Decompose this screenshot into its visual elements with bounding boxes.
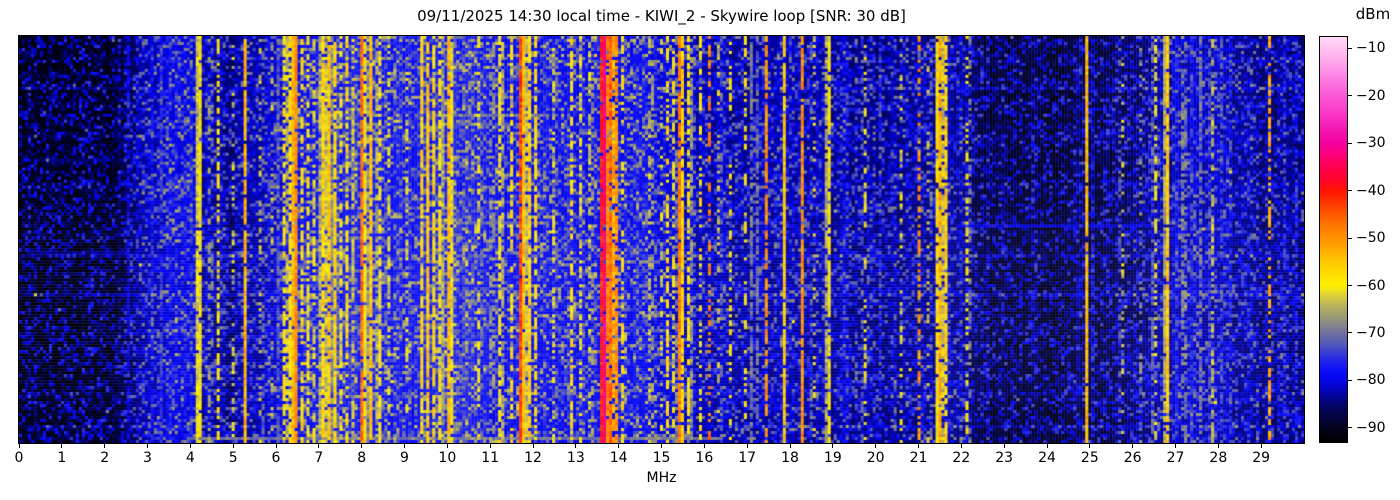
colorbar-tick-label: −90 [1356, 419, 1386, 436]
x-axis-tick-mark [232, 443, 234, 448]
colorbar-tick-label: −70 [1356, 324, 1386, 341]
x-axis-tick-mark [832, 443, 834, 448]
colorbar [1319, 36, 1348, 443]
x-axis-tick-mark [1089, 443, 1091, 448]
x-axis-tick-mark [446, 443, 448, 448]
x-axis-tick-label: 0 [14, 450, 24, 466]
colorbar-tick-mark [1348, 142, 1352, 144]
x-axis-tick-mark [746, 443, 748, 448]
colorbar-tick-mark [1348, 332, 1352, 334]
x-axis-tick-label: 26 [1123, 450, 1142, 466]
x-axis-tick-label: 29 [1252, 450, 1271, 466]
x-axis-tick-label: 19 [823, 450, 842, 466]
x-axis-tick-mark [960, 443, 962, 448]
x-axis-tick-mark [318, 443, 320, 448]
colorbar-tick-mark [1348, 190, 1352, 192]
x-axis-tick-label: 25 [1080, 450, 1099, 466]
x-axis-tick-label: 6 [271, 450, 281, 466]
x-axis-tick-label: 4 [185, 450, 195, 466]
x-axis-tick-label: 28 [1209, 450, 1228, 466]
colorbar-tick-mark [1348, 427, 1352, 429]
x-axis-tick-label: 23 [995, 450, 1014, 466]
x-axis-tick-mark [18, 443, 20, 448]
x-axis-tick-mark [361, 443, 363, 448]
x-axis-tick-mark [489, 443, 491, 448]
x-axis-tick-label: 27 [1166, 450, 1185, 466]
x-axis-tick-label: 11 [481, 450, 500, 466]
chart-title: 09/11/2025 14:30 local time - KIWI_2 - S… [417, 7, 906, 25]
x-axis-tick-mark [575, 443, 577, 448]
colorbar-tick-label: −50 [1356, 230, 1386, 247]
x-axis-tick-label: 24 [1038, 450, 1056, 466]
x-axis-tick-mark [618, 443, 620, 448]
x-axis-tick-mark [875, 443, 877, 448]
colorbar-tick-label: −30 [1356, 135, 1386, 152]
waterfall-plot-area [18, 35, 1305, 444]
colorbar-tick-mark [1348, 95, 1352, 97]
colorbar-unit-label: dBm [1355, 5, 1391, 23]
x-axis-tick-label: 14 [609, 450, 628, 466]
x-axis-tick-label: 18 [781, 450, 799, 466]
colorbar-gradient [1320, 37, 1347, 442]
x-axis-tick-label: 10 [438, 450, 457, 466]
x-axis-tick-mark [189, 443, 191, 448]
x-axis-tick-label: 12 [524, 450, 542, 466]
colorbar-tick-mark [1348, 47, 1352, 49]
x-axis-tick-label: 17 [738, 450, 757, 466]
x-axis-tick-mark [104, 443, 106, 448]
x-axis-tick-label: 13 [566, 450, 585, 466]
x-axis-tick-label: 7 [314, 450, 324, 466]
x-axis-tick-mark [918, 443, 919, 448]
colorbar-tick-mark [1348, 379, 1352, 381]
x-axis-tick-label: 2 [100, 450, 110, 466]
x-axis-tick-label: 8 [357, 450, 367, 466]
x-axis-tick-label: 9 [400, 450, 409, 466]
x-axis-tick-mark [1132, 443, 1134, 448]
colorbar-tick-label: −60 [1356, 277, 1386, 294]
x-axis-tick-label: 1 [57, 450, 67, 466]
x-axis-tick-mark [532, 443, 534, 448]
x-axis-label: MHz [646, 470, 677, 486]
colorbar-tick-label: −80 [1356, 372, 1386, 389]
x-axis-tick-label: 16 [695, 450, 714, 466]
x-axis-tick-label: 20 [866, 450, 885, 466]
x-axis-tick-mark [1046, 443, 1048, 448]
colorbar-tick-label: −20 [1356, 87, 1386, 104]
x-axis-tick-mark [789, 443, 791, 448]
colorbar-tick-mark [1348, 285, 1352, 286]
x-axis-tick-mark [1175, 443, 1176, 448]
waterfall-canvas [19, 36, 1304, 443]
x-axis-tick-label: 21 [909, 450, 928, 466]
x-axis-tick-mark [703, 443, 705, 448]
x-axis-tick-label: 5 [228, 450, 238, 466]
x-axis-tick-mark [1003, 443, 1005, 448]
colorbar-tick-label: −10 [1356, 40, 1386, 57]
colorbar-tick-label: −40 [1356, 182, 1386, 199]
x-axis-tick-mark [404, 443, 405, 448]
x-axis-tick-mark [661, 443, 662, 448]
x-axis-tick-label: 15 [652, 450, 671, 466]
x-axis-tick-mark [1217, 443, 1219, 448]
x-axis-tick-mark [1260, 443, 1262, 448]
x-axis-tick-mark [147, 443, 148, 448]
x-axis-tick-label: 22 [952, 450, 971, 466]
colorbar-tick-mark [1348, 237, 1352, 239]
x-axis-tick-mark [61, 443, 63, 448]
x-axis-tick-mark [275, 443, 277, 448]
x-axis-tick-label: 3 [143, 450, 152, 466]
